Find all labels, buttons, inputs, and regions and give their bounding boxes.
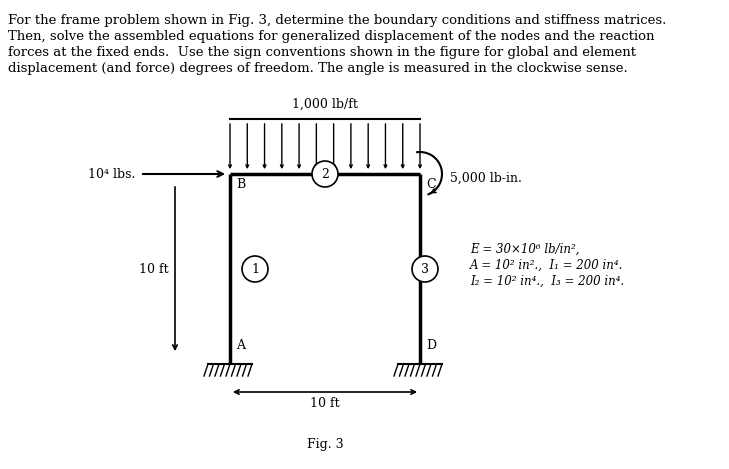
Text: 3: 3 [421,263,429,275]
Text: 2: 2 [321,167,329,181]
Circle shape [312,161,338,187]
Text: B: B [236,178,245,191]
Text: 1: 1 [251,263,259,275]
Text: Fig. 3: Fig. 3 [307,438,343,451]
Text: Then, solve the assembled equations for generalized displacement of the nodes an: Then, solve the assembled equations for … [8,30,655,43]
Text: 10 ft: 10 ft [310,397,340,410]
Text: E = 30×10⁶ lb/in²,: E = 30×10⁶ lb/in², [470,242,580,256]
Text: D: D [426,339,436,352]
Text: For the frame problem shown in Fig. 3, determine the boundary conditions and sti: For the frame problem shown in Fig. 3, d… [8,14,666,27]
Text: 10⁴ lbs.: 10⁴ lbs. [87,167,135,181]
Text: forces at the fixed ends.  Use the sign conventions shown in the figure for glob: forces at the fixed ends. Use the sign c… [8,46,636,59]
Text: I₂ = 10² in⁴.,  I₃ = 200 in⁴.: I₂ = 10² in⁴., I₃ = 200 in⁴. [470,274,624,287]
Text: 5,000 lb-in.: 5,000 lb-in. [450,172,522,184]
Text: 10 ft: 10 ft [139,263,169,275]
Text: 1,000 lb/ft: 1,000 lb/ft [292,98,358,111]
Text: A: A [236,339,245,352]
Text: displacement (and force) degrees of freedom. The angle is measured in the clockw: displacement (and force) degrees of free… [8,62,628,75]
Circle shape [242,256,268,282]
Circle shape [412,256,438,282]
Text: A = 10² in².,  I₁ = 200 in⁴.: A = 10² in²., I₁ = 200 in⁴. [470,258,623,272]
Text: C: C [426,178,436,191]
